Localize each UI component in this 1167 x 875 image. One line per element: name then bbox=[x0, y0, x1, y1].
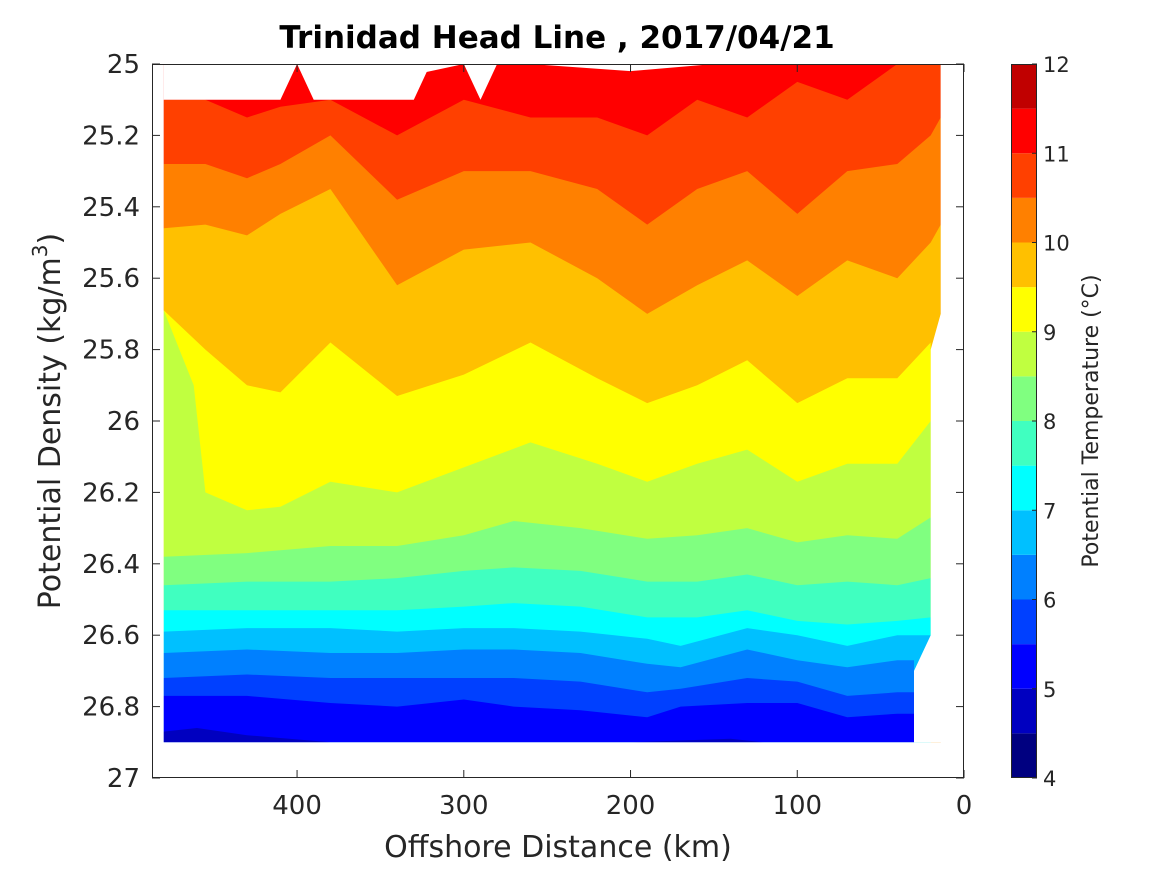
contour-band-5.5 bbox=[163, 695, 914, 743]
y-tick-label: 25.8 bbox=[82, 336, 140, 366]
x-axis-label: Offshore Distance (km) bbox=[384, 830, 732, 865]
y-axis-label: Potential Density (kg/m3) bbox=[28, 233, 68, 609]
colorbar-swatch bbox=[1011, 510, 1037, 555]
colorbar-swatch bbox=[1011, 688, 1037, 734]
x-tick-label: 100 bbox=[772, 791, 822, 821]
contour-fill-layer bbox=[152, 64, 964, 778]
colorbar-swatch bbox=[1011, 197, 1037, 243]
y-tick-label: 26.2 bbox=[82, 478, 140, 508]
colorbar-tick-label: 4 bbox=[1043, 767, 1056, 791]
contour-band-5 bbox=[163, 728, 914, 743]
x-tick-label: 200 bbox=[606, 791, 656, 821]
y-tick-label: 26.4 bbox=[82, 550, 140, 580]
colorbar-tick-label: 5 bbox=[1043, 678, 1056, 702]
y-tick-label: 26 bbox=[107, 407, 140, 437]
no-data-top-left bbox=[163, 64, 431, 100]
y-tick-label: 25.2 bbox=[82, 121, 140, 151]
colorbar: 4 5 6 7 8 9 10 11 12 bbox=[1011, 53, 1070, 791]
colorbar-swatch bbox=[1011, 287, 1037, 332]
y-axis-label-superscript: 3 bbox=[28, 244, 52, 257]
colorbar-tick-label: 8 bbox=[1043, 410, 1056, 434]
no-data-top-notch bbox=[463, 64, 498, 100]
colorbar-tick-label: 11 bbox=[1043, 142, 1070, 166]
colorbar-swatch bbox=[1011, 242, 1037, 288]
colorbar-tick-label: 9 bbox=[1043, 321, 1056, 345]
y-tick-label: 27 bbox=[107, 764, 140, 794]
colorbar-swatch bbox=[1011, 108, 1037, 154]
colorbar-swatch bbox=[1011, 465, 1037, 511]
y-tick-label: 25 bbox=[107, 50, 140, 80]
colorbar-tick-label: 10 bbox=[1043, 232, 1070, 256]
x-axis: 400 300 200 100 0 bbox=[272, 64, 972, 821]
y-axis-label-main: Potential Density (kg/m bbox=[33, 257, 68, 609]
colorbar-tick-label: 12 bbox=[1043, 53, 1070, 77]
colorbar-swatch bbox=[1011, 599, 1037, 645]
y-axis: 25 25.2 25.4 25.6 25.8 26 26.2 26.4 26.6 26.8 27 bbox=[82, 50, 964, 794]
colorbar-swatch bbox=[1011, 733, 1037, 778]
no-data-right bbox=[914, 64, 964, 743]
chart-title: Trinidad Head Line , 2017/04/21 bbox=[279, 20, 834, 56]
y-axis-label-close: ) bbox=[33, 233, 68, 245]
colorbar-swatch bbox=[1011, 554, 1037, 600]
colorbar-swatch bbox=[1011, 421, 1037, 466]
y-tick-label: 26.6 bbox=[82, 621, 140, 651]
colorbar-swatch bbox=[1011, 153, 1037, 198]
x-tick-label: 400 bbox=[272, 791, 322, 821]
y-tick-label: 25.4 bbox=[82, 193, 140, 223]
colorbar-tick-label: 6 bbox=[1043, 589, 1056, 613]
y-tick-label: 26.8 bbox=[82, 693, 140, 723]
no-data-bottom bbox=[152, 742, 964, 778]
x-tick-label: 300 bbox=[439, 791, 489, 821]
colorbar-swatch bbox=[1011, 376, 1037, 421]
colorbar-tick-label: 7 bbox=[1043, 499, 1056, 523]
colorbar-swatch bbox=[1011, 331, 1037, 377]
colorbar-label: Potential Temperature (°C) bbox=[1079, 274, 1104, 567]
colorbar-swatch bbox=[1011, 64, 1037, 109]
y-tick-label: 25.6 bbox=[82, 264, 140, 294]
colorbar-swatch bbox=[1011, 644, 1037, 689]
x-tick-label: 0 bbox=[956, 791, 973, 821]
